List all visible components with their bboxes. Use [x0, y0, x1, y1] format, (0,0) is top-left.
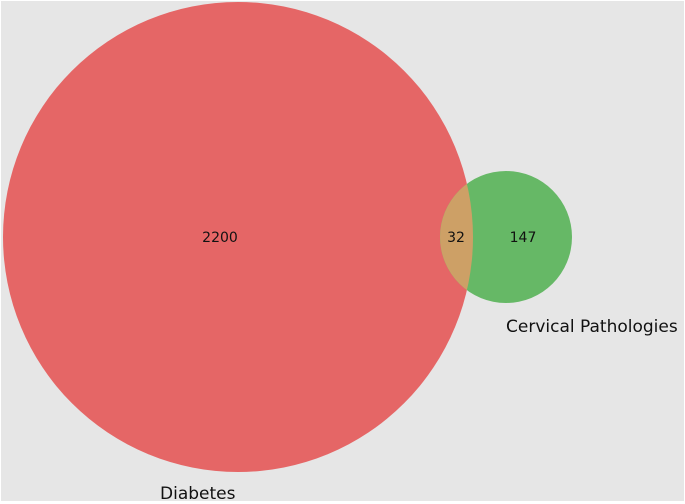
diabetes-circle	[3, 2, 473, 472]
cervical-pathologies-circle	[440, 171, 572, 303]
diabetes-label: Diabetes	[160, 484, 236, 504]
diabetes-only-count: 2200	[202, 230, 238, 246]
intersection-count: 32	[447, 230, 465, 246]
cervical-pathologies-only-count: 147	[510, 230, 537, 246]
cervical-pathologies-label: Cervical Pathologies	[506, 317, 678, 337]
